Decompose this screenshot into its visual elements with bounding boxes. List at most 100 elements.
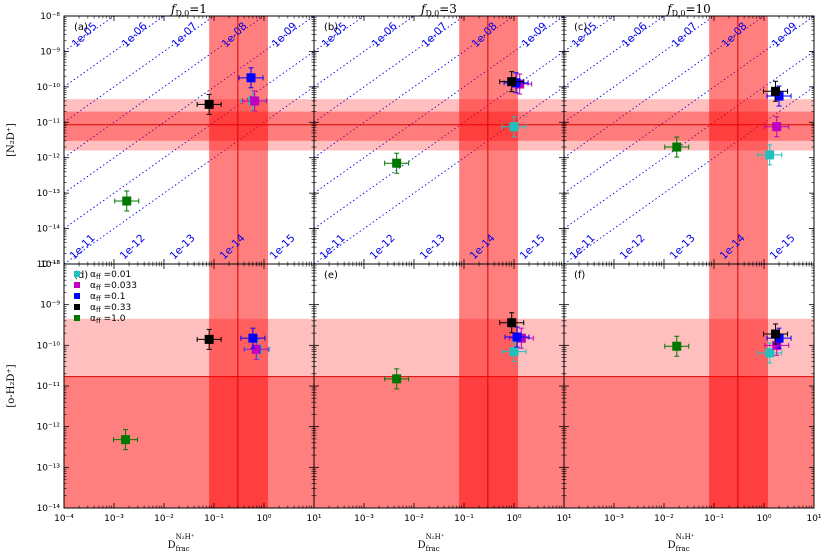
iso-label-lower: 1e-11 <box>318 232 348 262</box>
data-point <box>499 71 525 93</box>
dfrac-band <box>459 264 518 508</box>
column-title: fD,0=1 <box>170 2 207 18</box>
oh2dp-band-lower <box>314 376 564 508</box>
dfrac-band <box>209 264 268 508</box>
y-tick-label: 10⁻¹² <box>37 423 61 433</box>
panel-label: (c) <box>574 22 587 33</box>
dfrac-band <box>709 16 768 264</box>
marker <box>507 77 517 87</box>
iso-label-lower: 1e-15 <box>768 232 798 262</box>
iso-label-lower: 1e-12 <box>368 232 398 262</box>
legend-label: αff =0.033 <box>90 281 137 292</box>
marker <box>392 374 402 384</box>
marker <box>772 340 782 350</box>
legend-marker <box>74 315 80 321</box>
data-point <box>763 323 789 345</box>
x-tick-label: 10⁻² <box>654 514 674 524</box>
marker <box>771 329 781 339</box>
iso-line <box>314 51 564 229</box>
marker <box>248 333 258 343</box>
data-point <box>242 90 268 112</box>
iso-label-lower: 1e-13 <box>168 232 198 262</box>
marker <box>509 347 519 357</box>
iso-line <box>564 16 814 194</box>
oh2dp-band-lower <box>64 376 314 508</box>
y-axis-label-top: [N₂D⁺] <box>6 123 17 157</box>
marker <box>251 344 261 354</box>
panel-label: (a) <box>74 22 88 33</box>
iso-line <box>314 16 515 159</box>
y-tick-label: 10⁻¹² <box>37 154 61 164</box>
marker <box>204 99 214 109</box>
marker <box>204 334 214 344</box>
column-title: fD,0=10 <box>666 2 711 18</box>
marker <box>507 318 517 328</box>
iso-line <box>564 16 765 159</box>
iso-label-lower: 1e-15 <box>518 232 548 262</box>
data-point <box>501 341 527 363</box>
data-point <box>664 136 690 158</box>
iso-line <box>64 86 314 264</box>
iso-label-upper: 1e-07 <box>670 20 700 50</box>
panel-e: (e) 10⁻³ 10⁻² 10⁻¹ 10⁰ 10¹ <box>313 263 572 524</box>
marker <box>246 73 256 83</box>
x-tick-label: 10⁻² <box>404 514 424 524</box>
y-tick-label: 10⁻⁹ <box>40 301 60 311</box>
y-tick-label: 10⁻¹⁰ <box>37 341 61 351</box>
data-point <box>384 368 410 390</box>
iso-label-upper: 1e-07 <box>420 20 450 50</box>
x-tick-label: 10⁻³ <box>604 514 624 524</box>
marker <box>765 150 775 160</box>
x-axis-label: DfracN₂H⁺ <box>418 533 445 553</box>
y-tick-label: 10⁻¹³ <box>37 463 61 473</box>
dfrac-band <box>459 16 518 264</box>
y-tick-label: 10⁻¹⁵ <box>37 260 61 270</box>
data-point <box>764 116 790 138</box>
iso-line <box>64 16 314 194</box>
iso-label-lower: 1e-11 <box>68 232 98 262</box>
oh2dp-band-lower <box>564 376 814 508</box>
legend-label: αff =0.33 <box>90 303 131 314</box>
data-point <box>240 327 266 349</box>
x-tick-label: 10⁻⁴ <box>54 514 74 524</box>
iso-line <box>314 16 564 194</box>
panel-f: (f) 10⁻³ 10⁻² 10⁻¹ 10⁰ 10¹ <box>563 263 822 524</box>
x-tick-label: 10⁻¹ <box>704 514 724 524</box>
y-tick-label: 10⁻¹¹ <box>37 382 61 392</box>
iso-label-lower: 1e-13 <box>668 232 698 262</box>
marker <box>672 341 682 351</box>
x-tick-label: 10⁻³ <box>354 514 374 524</box>
x-tick-label: 10⁰ <box>756 514 771 524</box>
x-axis-label: DfracN₂H⁺ <box>668 533 695 553</box>
iso-line <box>564 51 814 229</box>
x-tick-label: 10¹ <box>806 514 821 524</box>
iso-line <box>314 16 465 123</box>
iso-label-upper: 1e-06 <box>620 20 650 50</box>
iso-label-upper: 1e-09 <box>770 20 800 50</box>
x-tick-label: 10⁻¹ <box>204 514 224 524</box>
iso-line <box>64 16 215 123</box>
y-tick-label: 10⁻⁸ <box>40 260 60 270</box>
y-tick-label: 10⁻¹⁰ <box>37 83 61 93</box>
marker <box>122 196 132 206</box>
y-tick-label: 10⁻⁸ <box>40 12 60 22</box>
marker <box>765 348 775 358</box>
y-tick-label: 10⁻¹³ <box>37 189 61 199</box>
x-tick-label: 10⁻² <box>154 514 174 524</box>
legend-label: αff =0.01 <box>90 270 131 281</box>
x-tick-label: 10⁻¹ <box>454 514 474 524</box>
data-point <box>763 80 789 102</box>
n2dp-band-inner <box>64 111 314 141</box>
iso-line <box>64 16 265 159</box>
iso-label-lower: 1e-12 <box>618 232 648 262</box>
oh2dp-band-upper <box>64 318 314 377</box>
x-tick-label: 10⁰ <box>506 514 521 524</box>
panel-d: (d) 10⁻¹⁴ 10⁻¹³ 10⁻¹² 10⁻¹¹ 10⁻¹⁰ 10⁻⁹ 10⁻⁸ 10⁻⁴… <box>37 260 322 524</box>
marker <box>512 332 522 342</box>
x-axis-label: DfracN₂H⁺ <box>168 533 195 553</box>
iso-label-upper: 1e-07 <box>170 20 200 50</box>
y-tick-label: 10⁻¹¹ <box>37 118 61 128</box>
